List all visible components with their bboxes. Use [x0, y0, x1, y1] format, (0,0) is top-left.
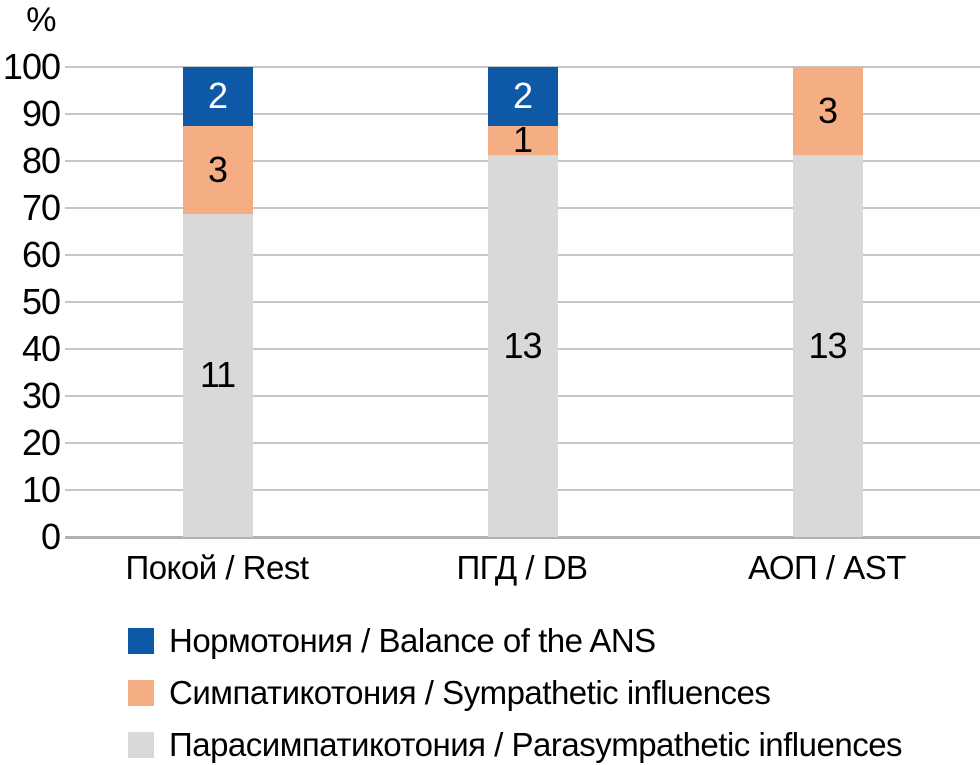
legend-label: Парасимпатикотония / Parasympathetic inf… [169, 726, 903, 763]
x-axis-line [65, 536, 980, 539]
bar-segment: 13 [487, 155, 558, 537]
x-axis-label-rest: Покой / Rest [125, 549, 309, 586]
legend-item-sympathetic: Симпатикотония / Sympathetic influences [128, 667, 902, 719]
bar-segment-value-label: 11 [199, 354, 236, 396]
y-tick-label: 20 [21, 422, 61, 463]
legend-swatch-gray [128, 732, 154, 758]
bar: 2 1 13 [487, 67, 558, 537]
y-tick-label: 80 [21, 140, 61, 181]
y-tick-label: 50 [21, 281, 61, 322]
legend-swatch-orange [128, 680, 154, 706]
y-tick-label: 10 [21, 469, 61, 510]
bar: 2 3 11 [182, 67, 253, 537]
y-tick-label: 70 [21, 187, 61, 228]
bar-segment-value-label: 3 [207, 148, 228, 190]
y-tick-label: 30 [21, 375, 61, 416]
y-axis-unit-label: % [26, 1, 56, 39]
bar-segment: 13 [792, 155, 863, 537]
y-tick-label: 0 [40, 516, 61, 557]
bar-segment: 3 [792, 67, 863, 156]
bar-segment-value-label: 1 [512, 119, 533, 161]
bar: 3 13 [792, 67, 863, 537]
y-tick-label: 90 [21, 93, 61, 134]
y-tick-label: 60 [21, 234, 61, 275]
legend: Нормотония / Balance of the ANS Симпатик… [128, 615, 903, 765]
bar-segment: 1 [487, 122, 558, 158]
legend-label: Нормотония / Balance of the ANS [169, 622, 656, 659]
x-axis-label-db: ПГД / DB [456, 549, 588, 586]
bar-segment-value-label: 13 [808, 325, 847, 367]
bar-segment-value-label: 2 [512, 75, 533, 117]
bar-segment: 2 [487, 67, 558, 126]
x-axis-label-ast: АОП / AST [748, 549, 906, 586]
bar-segment: 2 [182, 67, 253, 126]
y-tick-label: 40 [21, 328, 61, 369]
legend-label: Симпатикотония / Sympathetic influences [169, 674, 771, 711]
bar-segment-value-label: 3 [817, 90, 838, 132]
legend-swatch-blue [128, 628, 154, 654]
plot-area: 2 3 11 2 1 13 3 13 [65, 66, 980, 539]
legend-item-parasympathetic: Парасимпатикотония / Parasympathetic inf… [128, 719, 903, 765]
y-tick-label: 100 [2, 46, 61, 87]
bar-segment-value-label: 2 [207, 75, 228, 117]
legend-item-normotonia: Нормотония / Balance of the ANS [128, 615, 902, 667]
bar-segment-value-label: 13 [503, 325, 542, 367]
bar-segment: 3 [182, 125, 253, 214]
bar-segment: 11 [182, 213, 253, 537]
